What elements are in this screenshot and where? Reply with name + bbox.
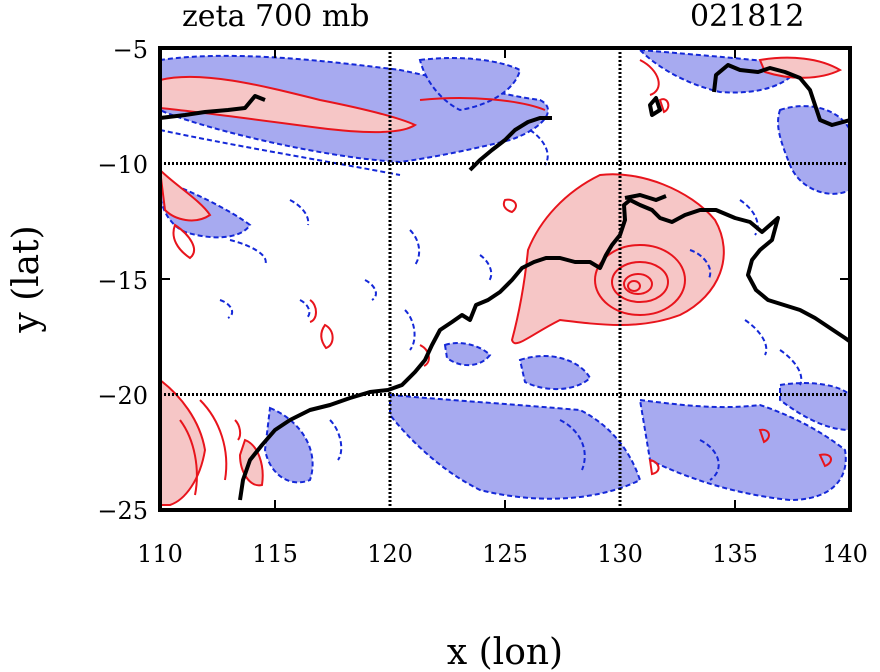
x-axis-label: x (lon) [447, 632, 563, 672]
y-tick-labels: −5 −10 −15 −20 −25 [97, 36, 148, 525]
y-tick-label: −25 [97, 497, 148, 525]
x-tick-label: 110 [137, 540, 183, 568]
map-title: zeta 700 mb [182, 0, 370, 34]
x-tick-label: 125 [482, 540, 528, 568]
positive-vorticity-fill [160, 56, 843, 506]
y-tick-label: −15 [97, 267, 148, 295]
tick-marks [160, 48, 850, 510]
x-tick-label: 120 [367, 540, 413, 568]
date-code: 021812 [690, 0, 805, 34]
plot-area [160, 48, 850, 510]
x-tick-label: 140 [822, 540, 868, 568]
coastline [160, 63, 850, 501]
x-tick-label: 135 [712, 540, 758, 568]
x-tick-label: 130 [597, 540, 643, 568]
y-tick-label: −5 [113, 36, 148, 64]
x-tick-labels: 110 115 120 125 130 135 140 [137, 540, 868, 568]
y-axis-label: y (lat) [6, 225, 47, 333]
negative-vorticity-contours [160, 129, 803, 481]
positive-vorticity-contours [172, 59, 832, 496]
y-tick-label: −10 [97, 151, 148, 179]
y-tick-label: −20 [97, 382, 148, 410]
x-tick-label: 115 [252, 540, 298, 568]
grid-lines [160, 48, 850, 510]
